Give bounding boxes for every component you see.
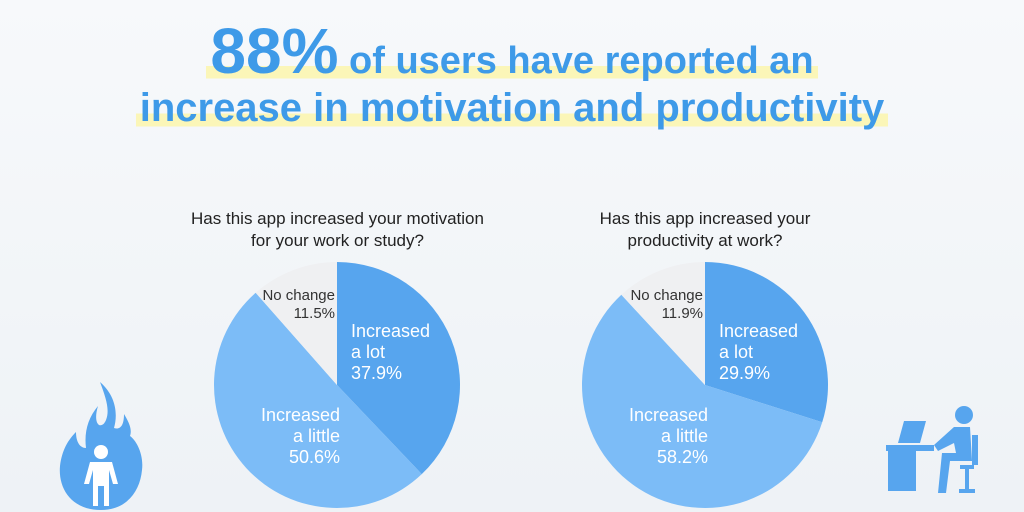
headline-text-2: increase in motivation and productivity (135, 86, 889, 130)
slice-label: a little (661, 426, 708, 446)
slice-label: No change (630, 287, 703, 304)
slice-label: Increased (261, 405, 340, 425)
title-line: productivity at work? (627, 231, 783, 250)
slice-value-label: 29.9% (719, 363, 770, 383)
headline-highlight: 88% (210, 15, 339, 87)
pie-slice (621, 262, 705, 385)
chart-2-title: Has this app increased your productivity … (555, 208, 855, 252)
title-line: Has this app increased your (599, 209, 811, 228)
slice-value-label: 50.6% (289, 447, 340, 467)
slice-label: a little (293, 426, 340, 446)
pie-slice (255, 262, 337, 385)
pie-slice (213, 292, 422, 509)
pie-slice (337, 262, 460, 475)
slice-label: Increased (629, 405, 708, 425)
person-at-desk-icon (886, 406, 978, 493)
pie-slice (581, 294, 823, 509)
headline-line-2: increase in motivation and productivity (0, 86, 1024, 131)
chart-1-title: Has this app increased your motivation fo… (150, 208, 525, 252)
slice-label: No change (262, 287, 335, 304)
slice-label: Increased (719, 321, 798, 341)
headline-line-1: 88% of users have reported an (0, 14, 1024, 88)
slice-value-label: 11.5% (294, 305, 335, 322)
slice-value-label: 11.9% (662, 305, 703, 322)
slice-label: Increased (351, 321, 430, 341)
title-line: Has this app increased your motivation (191, 209, 484, 228)
slice-label: a lot (351, 342, 385, 362)
slice-value-label: 58.2% (657, 447, 708, 467)
fire-person-icon (59, 382, 143, 510)
title-line: for your work or study? (251, 231, 424, 250)
slice-value-label: 37.9% (351, 363, 402, 383)
slice-label: a lot (719, 342, 753, 362)
pie-slice (705, 262, 828, 423)
headline-text: of users have reported an (338, 40, 814, 82)
